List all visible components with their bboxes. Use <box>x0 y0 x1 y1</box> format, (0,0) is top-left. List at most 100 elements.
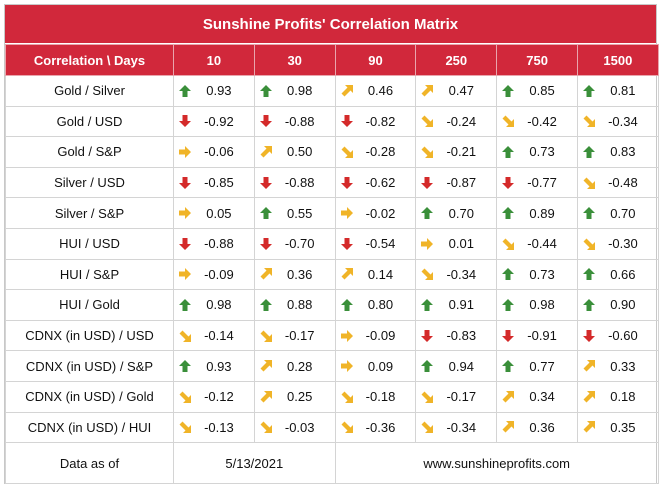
correlation-value: 0.81 <box>610 83 636 99</box>
correlation-cell: -0.02 <box>334 197 417 229</box>
correlation-value: -0.34 <box>446 419 477 435</box>
correlation-value: 0.73 <box>529 144 555 160</box>
arrow-up-right-icon <box>260 145 272 158</box>
correlation-cell: 0.50 <box>253 136 336 168</box>
days-header-1500: 1500 <box>576 44 659 76</box>
arrow-down-icon <box>340 115 353 128</box>
correlation-cell: -0.06 <box>173 136 255 168</box>
correlation-cell: 0.94 <box>415 350 498 382</box>
arrow-down-right-icon <box>502 238 515 250</box>
correlation-cell: 0.14 <box>334 258 417 291</box>
arrow-up-icon <box>259 298 272 311</box>
correlation-value: -0.87 <box>446 175 477 191</box>
arrow-up-right-icon <box>583 360 595 372</box>
arrow-up-icon <box>421 298 434 311</box>
correlation-cell: 0.25 <box>253 380 336 413</box>
correlation-cell: -0.17 <box>415 380 498 413</box>
arrow-up-right-icon <box>583 390 595 403</box>
arrow-down-right-icon <box>421 421 434 434</box>
arrow-down-icon <box>340 237 353 250</box>
correlation-value: 0.70 <box>448 205 474 221</box>
arrow-up-right-icon <box>260 360 272 372</box>
days-header-10: 10 <box>173 44 255 76</box>
correlation-value: -0.44 <box>527 236 557 252</box>
arrow-down-icon <box>179 115 191 128</box>
correlation-value: 0.98 <box>287 83 313 99</box>
correlation-value: 0.35 <box>610 419 636 435</box>
correlation-value: -0.34 <box>608 113 638 129</box>
correlation-value: 0.09 <box>367 358 394 374</box>
correlation-value: -0.88 <box>284 113 315 129</box>
correlation-value: -0.14 <box>204 328 234 344</box>
table-row: HUI / Gold 0.98 0.88 0.80 0.91 0.98 0.90 <box>5 289 659 321</box>
arrow-up-icon <box>582 298 595 311</box>
correlation-cell: -0.85 <box>173 166 255 199</box>
correlation-cell: -0.88 <box>173 227 255 260</box>
arrow-down-icon <box>421 329 434 342</box>
table-row: CDNX (in USD) / HUI -0.13 -0.03 -0.36 -0.34 0… <box>5 411 659 444</box>
correlation-cell: -0.42 <box>496 105 578 138</box>
correlation-value: -0.77 <box>527 175 557 191</box>
arrow-down-right-icon <box>583 115 595 128</box>
correlation-value: 0.98 <box>529 297 555 313</box>
correlation-value: -0.92 <box>204 113 234 129</box>
correlation-cell: 0.36 <box>496 411 578 444</box>
arrow-up-right-icon <box>260 268 272 280</box>
correlation-cell: -0.77 <box>496 166 578 199</box>
correlation-cell: 0.33 <box>576 350 659 382</box>
correlation-value: -0.17 <box>284 328 315 344</box>
row-label: Silver / USD <box>5 166 174 199</box>
arrow-down-icon <box>502 176 515 189</box>
arrow-up-right-icon <box>421 84 434 97</box>
correlation-cell: 0.93 <box>173 75 255 107</box>
correlation-cell: -0.14 <box>173 319 255 352</box>
correlation-value: 0.34 <box>529 389 555 405</box>
correlation-cell: -0.60 <box>576 319 659 352</box>
correlation-value: 0.70 <box>610 205 636 221</box>
matrix-title: Sunshine Profits' Correlation Matrix <box>5 5 656 44</box>
correlation-cell: -0.88 <box>253 105 336 138</box>
arrow-right-icon <box>340 329 353 342</box>
row-label: HUI / Gold <box>5 289 174 321</box>
correlation-cell: 0.91 <box>415 289 498 321</box>
correlation-cell: 0.85 <box>496 75 578 107</box>
row-label: Silver / S&P <box>5 197 174 229</box>
corner-header: Correlation \ Days <box>5 44 174 76</box>
correlation-table: Correlation \ Days 10 30 90 250 750 1500… <box>5 44 659 485</box>
correlation-value: 0.05 <box>206 205 232 221</box>
row-label: HUI / USD <box>5 227 174 260</box>
row-label: CDNX (in USD) / Gold <box>5 380 174 413</box>
arrow-up-icon <box>179 360 191 373</box>
days-header-90: 90 <box>334 44 417 76</box>
arrow-down-right-icon <box>341 391 353 403</box>
row-label: CDNX (in USD) / USD <box>5 319 174 352</box>
correlation-value: 0.18 <box>610 389 636 405</box>
correlation-cell: -0.88 <box>253 166 336 199</box>
correlation-value: -0.82 <box>365 113 396 129</box>
correlation-matrix: Sunshine Profits' Correlation Matrix Cor… <box>4 4 659 485</box>
correlation-cell: -0.30 <box>576 227 659 260</box>
header-row: Correlation \ Days 10 30 90 250 750 1500 <box>5 44 659 76</box>
table-row: Gold / Silver 0.93 0.98 0.46 0.47 0.85 0.81 <box>5 75 659 107</box>
correlation-value: 0.77 <box>529 358 555 374</box>
row-label: Gold / USD <box>5 105 174 138</box>
table-row: HUI / USD -0.88 -0.70 -0.54 0.01 -0.44 -0.30 <box>5 227 659 260</box>
correlation-cell: -0.82 <box>334 105 417 138</box>
table-row: Silver / S&P 0.05 0.55 -0.02 0.70 0.89 0.70 <box>5 197 659 229</box>
matrix-body: Gold / Silver 0.93 0.98 0.46 0.47 0.85 0.81 Gol… <box>5 75 659 444</box>
arrow-up-right-icon <box>583 421 595 433</box>
correlation-cell: 0.66 <box>576 258 659 291</box>
correlation-cell: 0.89 <box>496 197 578 229</box>
correlation-cell: 0.46 <box>334 75 417 107</box>
correlation-value: -0.88 <box>204 236 234 252</box>
arrow-right-icon <box>179 207 191 220</box>
correlation-cell: -0.28 <box>334 136 417 168</box>
arrow-right-icon <box>179 268 191 281</box>
arrow-down-right-icon <box>179 421 191 434</box>
arrow-up-icon <box>179 84 191 97</box>
arrow-down-right-icon <box>179 330 191 342</box>
correlation-cell: 0.93 <box>173 350 255 382</box>
correlation-value: 0.33 <box>610 358 636 374</box>
correlation-value: -0.09 <box>365 328 396 344</box>
correlation-cell: 0.73 <box>496 258 578 291</box>
